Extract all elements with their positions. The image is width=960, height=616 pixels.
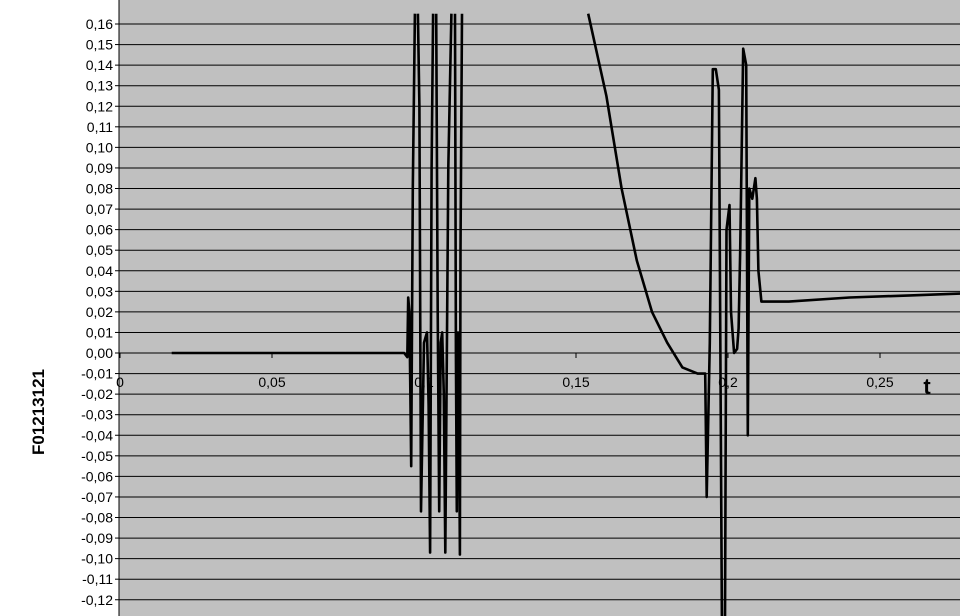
y-tick-label: -0,03 (81, 407, 113, 423)
y-tick-label: 0,12 (86, 98, 113, 114)
y-tick-label: -0,02 (81, 386, 113, 402)
y-tick-label: 0,04 (86, 263, 113, 279)
y-tick-label: 0,09 (86, 160, 113, 176)
y-tick-label: 0,16 (86, 16, 113, 32)
y-tick-label: -0,08 (81, 510, 113, 526)
y-axis-title: F01213121 (29, 369, 48, 455)
y-tick-label: -0,12 (81, 592, 113, 608)
y-tick-label: 0,14 (86, 57, 113, 73)
x-tick-label: 0,15 (562, 374, 589, 390)
y-tick-label: 0,08 (86, 181, 113, 197)
y-tick-label: 0,05 (86, 242, 113, 258)
y-tick-label: 0,07 (86, 201, 113, 217)
gridlines (118, 0, 960, 616)
x-tick-label: 0,25 (866, 374, 893, 390)
y-axis-ticks: 0,16 0,15 0,14 0,13 0,12 0,11 0,10 0,09 0,08 0,07… (81, 16, 119, 608)
y-tick-label: 0,01 (86, 324, 113, 340)
y-tick-label: 0,03 (86, 283, 113, 299)
y-tick-label: 0,10 (86, 139, 113, 155)
plot-area (119, 0, 960, 616)
y-tick-label: 0,02 (86, 304, 113, 320)
y-tick-label: -0,11 (82, 571, 113, 587)
x-tick-label: 0,05 (258, 374, 285, 390)
y-tick-label: -0,04 (81, 427, 113, 443)
y-tick-label: 0,06 (86, 222, 113, 238)
series-line (171, 13, 960, 616)
x-tick-label: 0,2 (718, 374, 738, 390)
y-tick-label: 0,13 (86, 78, 113, 94)
y-tick-label: -0,01 (81, 366, 113, 382)
x-axis-title: t (923, 374, 931, 399)
y-tick-label: -0,10 (81, 551, 113, 567)
y-tick-label: 0,00 (86, 345, 113, 361)
y-tick-label: -0,05 (81, 448, 113, 464)
y-tick-label: -0,07 (81, 489, 113, 505)
x-tick-label: 0 (116, 374, 124, 390)
y-tick-label: -0,09 (81, 530, 113, 546)
y-tick-label: -0,06 (81, 468, 113, 484)
y-tick-label: 0,15 (86, 37, 113, 53)
y-tick-label: 0,11 (87, 119, 113, 135)
